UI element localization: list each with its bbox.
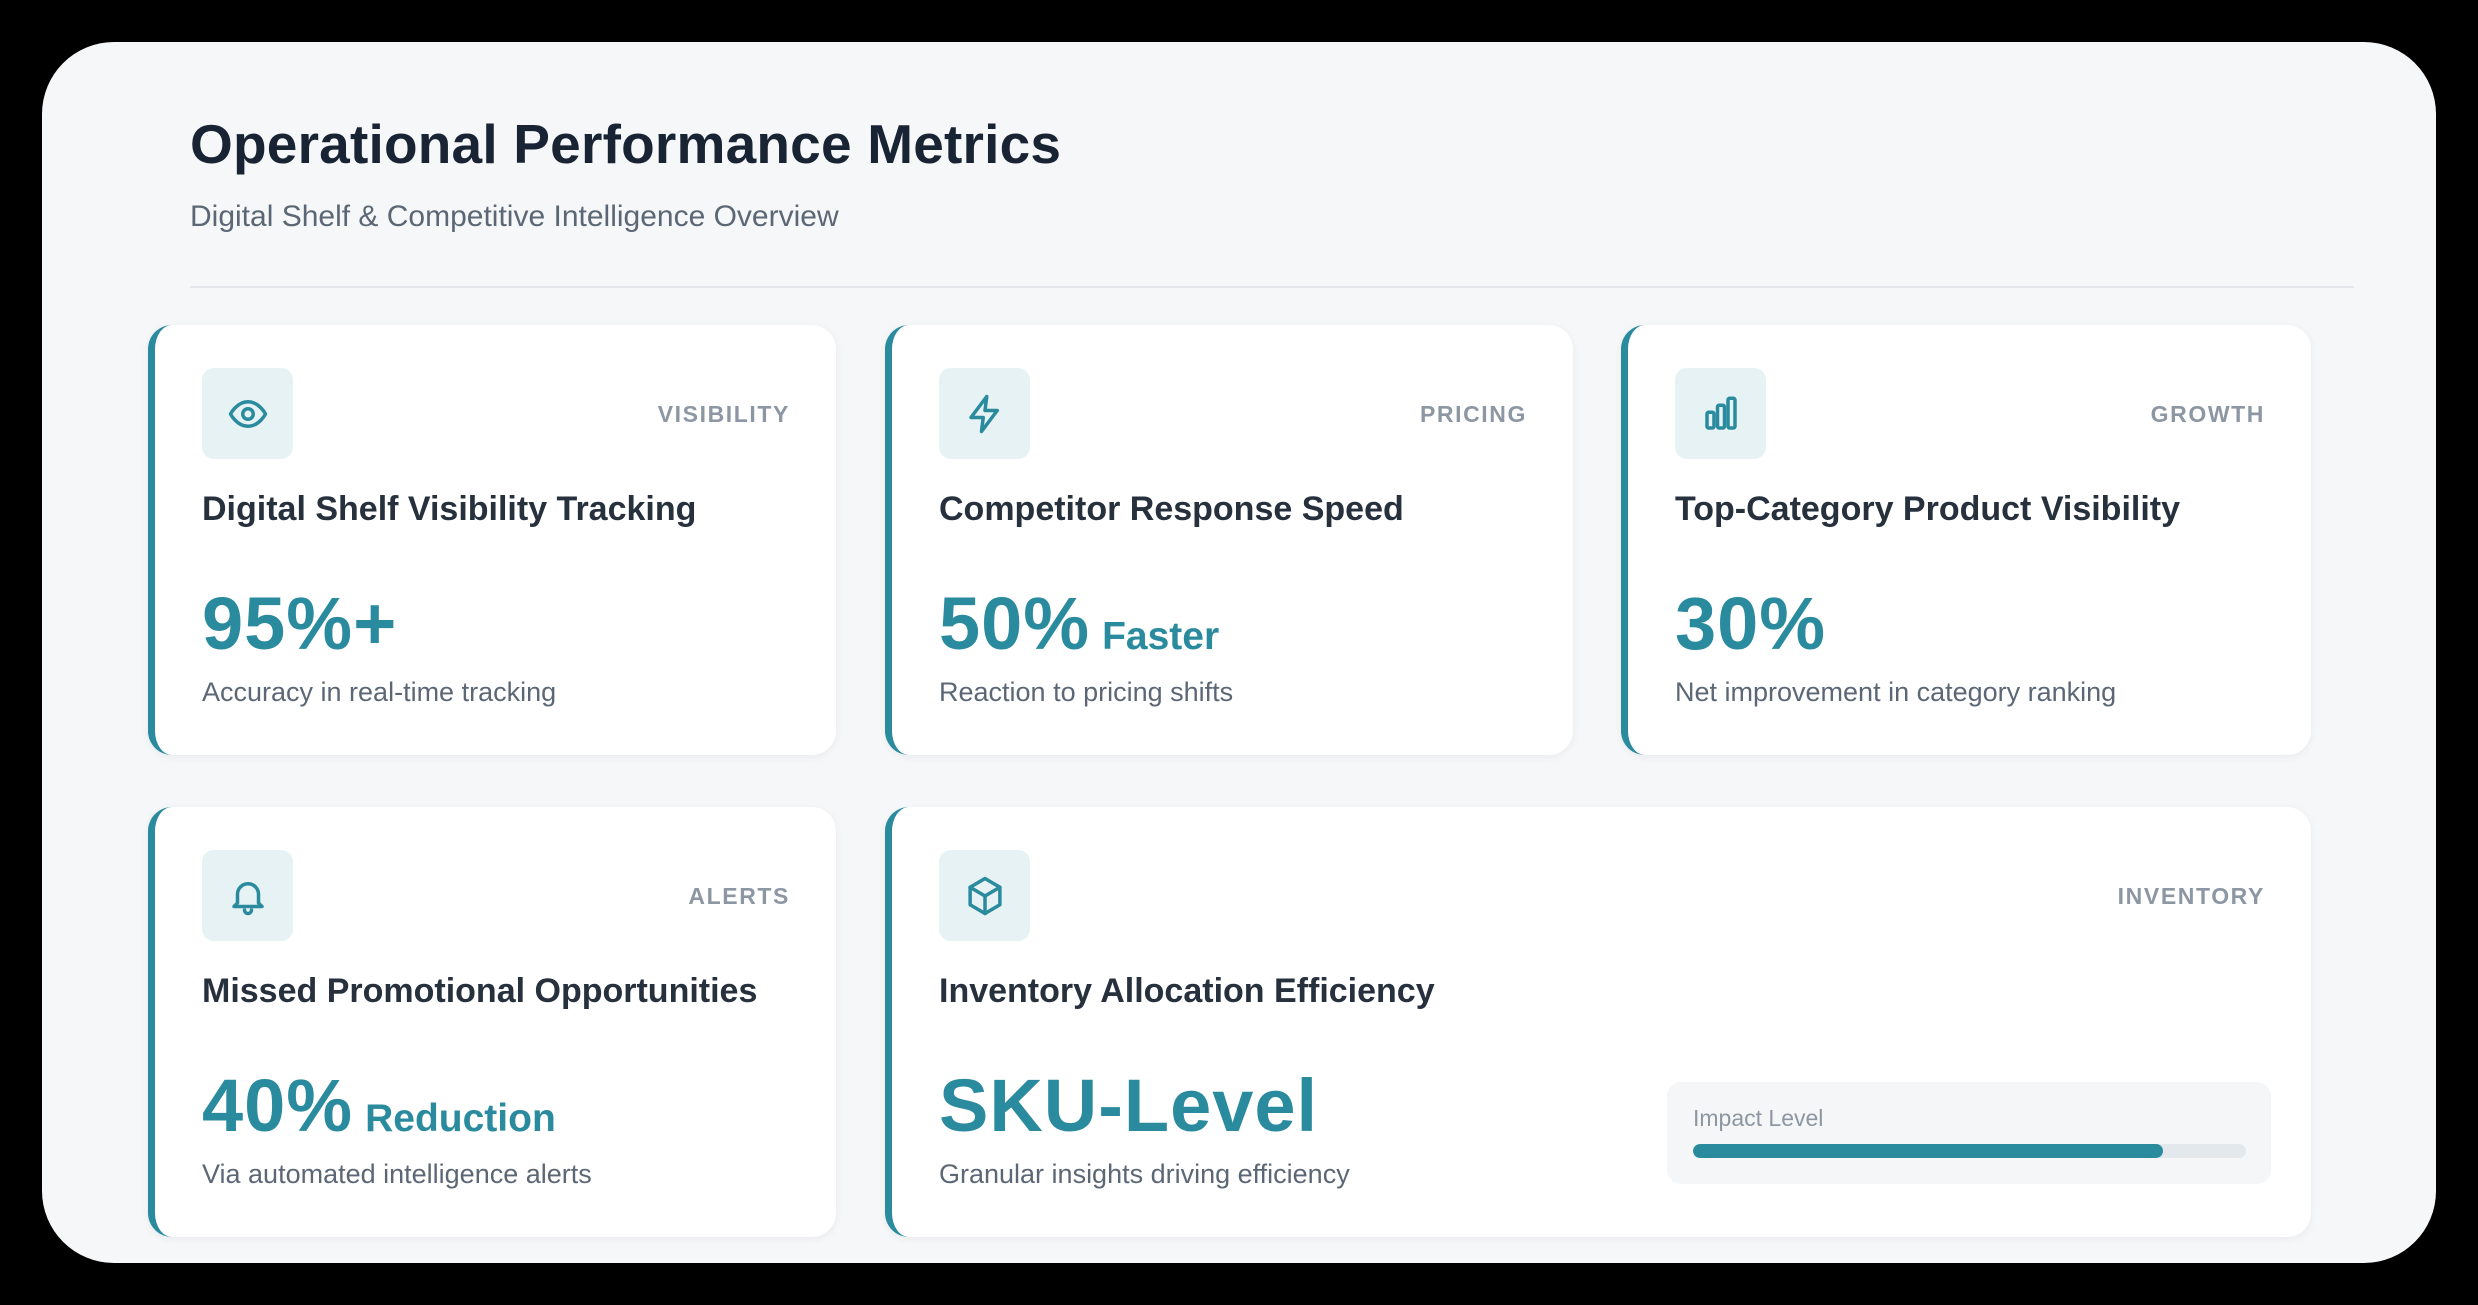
metric-suffix: Reduction <box>365 1097 556 1140</box>
card-metric: SKU-Level <box>939 1069 1318 1143</box>
card-tag: ALERTS <box>688 883 790 909</box>
card-tag: INVENTORY <box>2117 883 2265 909</box>
card-title: Top-Category Product Visibility <box>1675 490 2181 528</box>
metric-suffix: Faster <box>1102 615 1220 658</box>
impact-progress-track <box>1693 1144 2246 1158</box>
card-metric: 50% Faster <box>939 587 1219 661</box>
card-description: Net improvement in category ranking <box>1675 677 2117 707</box>
metric-card-alerts: ALERTS Missed Promotional Opportunities … <box>148 807 836 1237</box>
lightning-icon <box>939 368 1030 459</box>
metric-value: 95%+ <box>202 582 398 665</box>
metric-card-inventory: INVENTORY Inventory Allocation Efficienc… <box>885 807 2311 1237</box>
metric-value: 50% <box>939 582 1091 665</box>
impact-level-box: Impact Level <box>1667 1082 2271 1184</box>
cube-icon <box>939 850 1030 941</box>
impact-level-label: Impact Level <box>1693 1105 1824 1131</box>
card-description: Via automated intelligence alerts <box>202 1159 592 1189</box>
metric-card-visibility: VISIBILITY Digital Shelf Visibility Trac… <box>148 325 836 755</box>
card-description: Granular insights driving efficiency <box>939 1159 1350 1189</box>
card-tag: VISIBILITY <box>657 401 790 427</box>
page-title: Operational Performance Metrics <box>190 113 1062 175</box>
card-description: Accuracy in real-time tracking <box>202 677 557 707</box>
card-tag: PRICING <box>1419 401 1527 427</box>
header-divider <box>190 286 2354 288</box>
metric-value: SKU-Level <box>939 1064 1319 1147</box>
card-title: Missed Promotional Opportunities <box>202 972 758 1010</box>
card-description: Reaction to pricing shifts <box>939 677 1234 707</box>
eye-icon <box>202 368 293 459</box>
card-title: Inventory Allocation Efficiency <box>939 972 1435 1010</box>
card-metric: 40% Reduction <box>202 1069 556 1143</box>
metric-card-growth: GROWTH Top-Category Product Visibility 3… <box>1621 325 2311 755</box>
page-subtitle: Digital Shelf & Competitive Intelligence… <box>190 200 839 233</box>
card-metric: 95%+ <box>202 587 397 661</box>
impact-progress-fill <box>1693 1144 2164 1158</box>
bar-chart-icon <box>1675 368 1766 459</box>
metric-value: 40% <box>202 1064 354 1147</box>
metric-card-pricing: PRICING Competitor Response Speed 50% Fas… <box>885 325 1573 755</box>
bell-icon <box>202 850 293 941</box>
card-title: Competitor Response Speed <box>939 490 1404 528</box>
card-title: Digital Shelf Visibility Tracking <box>202 490 697 528</box>
metric-value: 30% <box>1675 582 1827 665</box>
card-metric: 30% <box>1675 587 1826 661</box>
card-tag: GROWTH <box>2150 401 2265 427</box>
